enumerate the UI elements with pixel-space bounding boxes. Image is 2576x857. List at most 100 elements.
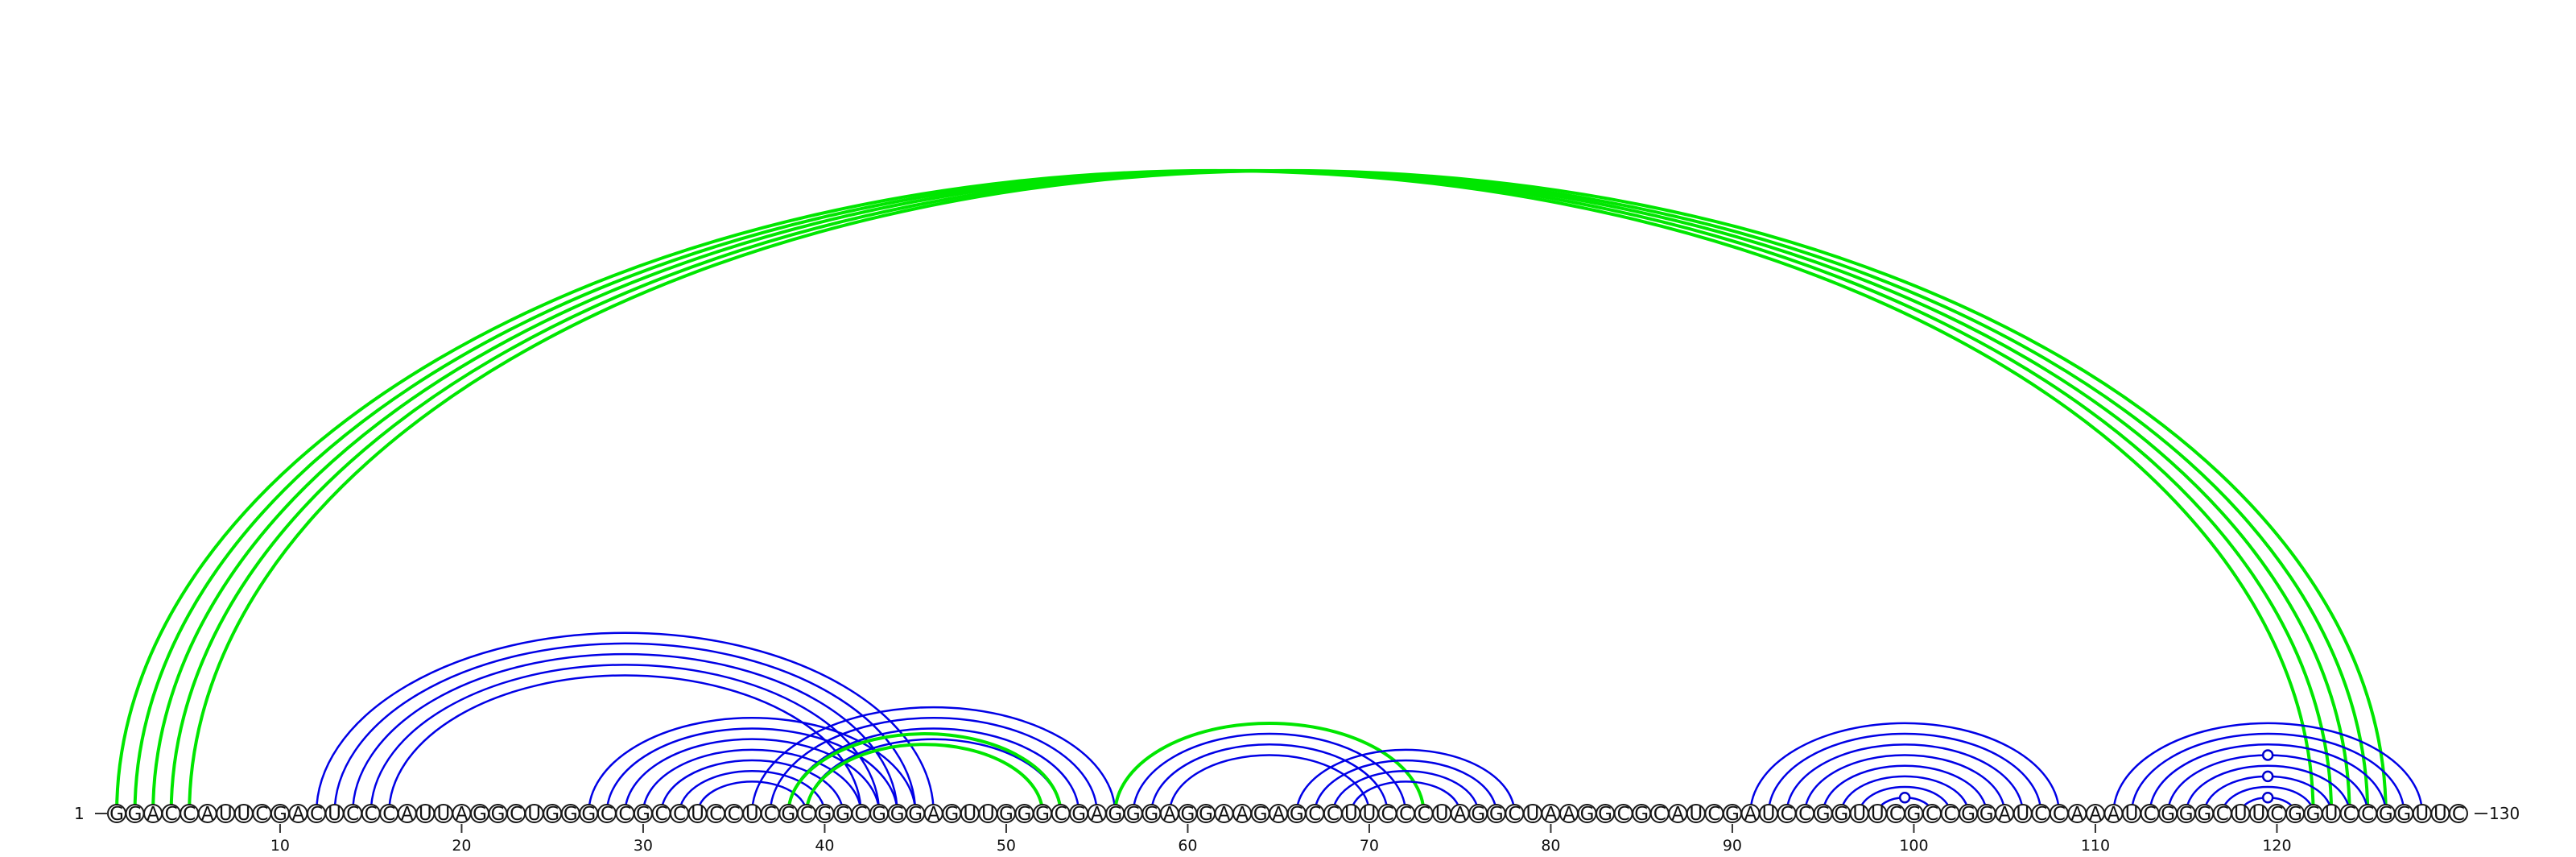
tick-label-40: 40 xyxy=(815,837,834,855)
base-letter-13: U xyxy=(328,804,341,825)
base-letter-28: C xyxy=(601,804,613,825)
base-letter-25: G xyxy=(545,804,559,825)
pair-arc-95-104 xyxy=(1822,764,1988,814)
pair-arc-56-73 xyxy=(1113,721,1426,814)
base-letter-122: G xyxy=(2306,804,2321,825)
pair-arc-67-77 xyxy=(1314,759,1498,814)
base-letter-112: U xyxy=(2125,804,2139,825)
tick-label-60: 60 xyxy=(1178,837,1197,855)
pair-arc-5-126 xyxy=(189,171,2386,814)
base-letter-92: U xyxy=(1762,804,1776,825)
start-position-label: 1 xyxy=(74,804,85,823)
pair-arc-113-126 xyxy=(2149,743,2387,814)
base-letter-51: G xyxy=(1018,804,1032,825)
end-position-label: 130 xyxy=(2489,804,2520,823)
base-letter-31: C xyxy=(654,804,667,825)
base-letter-130: C xyxy=(2452,804,2465,825)
pair-arc-38-53 xyxy=(786,732,1063,814)
base-letter-104: G xyxy=(1979,804,1994,825)
base-letter-116: G xyxy=(2197,804,2211,825)
base-letter-60: G xyxy=(1181,804,1195,825)
tick-label-30: 30 xyxy=(634,837,653,855)
base-letter-61: G xyxy=(1199,804,1213,825)
base-letter-36: U xyxy=(745,804,759,825)
base-letter-11: A xyxy=(292,804,305,825)
base-letter-48: U xyxy=(963,804,976,825)
base-letter-105: A xyxy=(1998,804,2011,825)
base-letter-16: C xyxy=(382,804,395,825)
base-letter-74: U xyxy=(1435,804,1449,825)
pair-arc-4-125 xyxy=(171,171,2368,814)
pair-arc-117-122 xyxy=(2221,785,2314,814)
base-letter-58: G xyxy=(1144,804,1158,825)
base-letter-40: G xyxy=(818,804,832,825)
base-letter-8: U xyxy=(237,804,250,825)
base-letter-12: C xyxy=(310,804,323,825)
base-letter-26: G xyxy=(564,804,578,825)
base-letter-107: C xyxy=(2034,804,2047,825)
pair-arc-37-55 xyxy=(769,717,1098,814)
base-letter-27: G xyxy=(581,804,596,825)
pair-arc-68-76 xyxy=(1331,769,1480,814)
base-letter-20: A xyxy=(456,804,469,825)
base-letter-62: A xyxy=(1218,804,1231,825)
base-letter-129: U xyxy=(2434,804,2447,825)
pair-arc-59-70 xyxy=(1168,754,1371,814)
base-letter-114: G xyxy=(2161,804,2175,825)
base-letter-15: C xyxy=(365,804,378,825)
tick-label-110: 110 xyxy=(2081,837,2110,855)
base-letter-4: C xyxy=(165,804,178,825)
base-letter-35: C xyxy=(728,804,741,825)
base-letter-43: G xyxy=(872,804,886,825)
pair-marker-118-121 xyxy=(2261,791,2274,804)
base-letter-109: A xyxy=(2071,804,2084,825)
base-letter-17: A xyxy=(401,804,414,825)
base-letter-111: A xyxy=(2107,804,2120,825)
base-letter-50: G xyxy=(999,804,1013,825)
base-letter-115: G xyxy=(2179,804,2194,825)
pair-arc-57-72 xyxy=(1132,732,1407,814)
pair-arc-36-56 xyxy=(751,706,1117,814)
pair-arc-28-44 xyxy=(605,727,898,814)
base-letter-5: C xyxy=(183,804,196,825)
base-letter-38: G xyxy=(781,804,795,825)
base-letter-77: G xyxy=(1489,804,1504,825)
base-letter-59: A xyxy=(1163,804,1176,825)
pair-arc-115-124 xyxy=(2185,764,2351,814)
base-letter-86: C xyxy=(1653,804,1666,825)
base-letter-103: G xyxy=(1961,804,1975,825)
tick-label-90: 90 xyxy=(1723,837,1742,855)
tick-label-120: 120 xyxy=(2262,837,2291,855)
pair-arc-39-52 xyxy=(804,743,1045,814)
pair-arc-33-39 xyxy=(696,780,808,814)
base-letter-42: C xyxy=(855,804,868,825)
base-letter-6: A xyxy=(201,804,214,825)
base-letter-89: C xyxy=(1707,804,1720,825)
base-letter-95: G xyxy=(1816,804,1831,825)
base-letter-108: C xyxy=(2053,804,2066,825)
base-letter-24: U xyxy=(527,804,541,825)
pair-arc-91-108 xyxy=(1749,722,2061,814)
base-letter-78: C xyxy=(1508,804,1521,825)
base-letter-22: G xyxy=(491,804,506,825)
base-pair-arcs xyxy=(117,171,2424,814)
base-letter-82: G xyxy=(1580,804,1595,825)
pair-arc-112-127 xyxy=(2130,732,2405,814)
base-letter-54: G xyxy=(1071,804,1086,825)
base-letter-127: G xyxy=(2396,804,2411,825)
base-letter-65: A xyxy=(1272,804,1285,825)
base-letter-68: C xyxy=(1327,804,1340,825)
base-letter-125: C xyxy=(2361,804,2374,825)
base-letter-123: U xyxy=(2325,804,2339,825)
base-letter-70: U xyxy=(1363,804,1377,825)
tick-label-80: 80 xyxy=(1541,837,1560,855)
base-letter-56: G xyxy=(1108,804,1122,825)
base-letter-120: C xyxy=(2270,804,2283,825)
base-letter-67: C xyxy=(1308,804,1321,825)
base-letter-10: G xyxy=(273,804,287,825)
base-letter-19: U xyxy=(436,804,450,825)
base-letter-124: C xyxy=(2343,804,2356,825)
pair-arc-97-102 xyxy=(1858,785,1951,814)
pair-arc-1-122 xyxy=(117,171,2314,814)
base-letter-29: C xyxy=(618,804,631,825)
